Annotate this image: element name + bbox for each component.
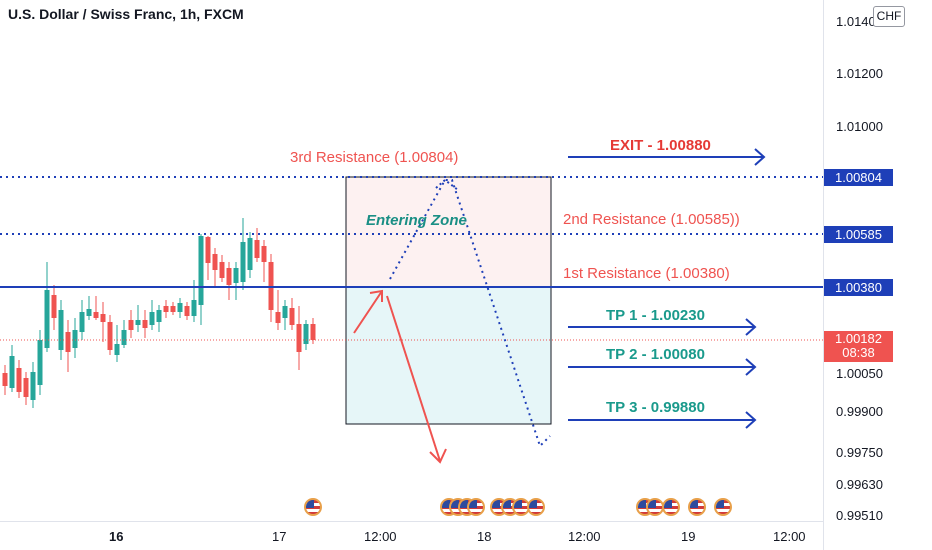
red-arrow-down [386,295,441,462]
candle-body [107,322,113,350]
time-tick: 12:00 [568,529,601,544]
candle-body [212,254,218,270]
candle-body [219,262,225,278]
price-tick: 1.01400 [836,14,883,29]
candle-body [100,314,106,322]
second-resistance-label: 2nd Resistance (1.00585)) [563,211,740,228]
candle-body [275,312,281,323]
time-tick: 12:00 [773,529,806,544]
projected-path [389,179,551,448]
time-axis-line [0,521,823,522]
current-price: 1.00182 [835,331,882,346]
red-arrow-up-head [369,289,383,302]
price-tick: 0.99510 [836,508,883,523]
candle-body [254,240,260,258]
candle-body [93,312,99,318]
candle-body [30,372,36,400]
candle-body [233,268,239,283]
tp1-label: TP 1 - 1.00230 [606,307,705,324]
us-flag-icon[interactable] [688,498,706,516]
tp2-label: TP 2 - 1.00080 [606,346,705,363]
price-tick: 0.99750 [836,445,883,460]
price-label-1st-resistance: 1.00380 [824,279,893,296]
candle-body [177,303,183,312]
time-tick: 12:00 [364,529,397,544]
candle-body [86,309,92,316]
exit-arrow [568,148,766,166]
third-resistance-label: 3rd Resistance (1.00804) [290,149,459,166]
chart-title: U.S. Dollar / Swiss Franc, 1h, FXCM [8,6,244,22]
candle-body [240,242,246,282]
entering-zone-label: Entering Zone [366,212,467,229]
time-tick: 16 [109,529,124,544]
red-arrow-down-head [429,448,447,464]
tp2-arrow [568,358,757,376]
first-resistance-label: 1st Resistance (1.00380) [563,265,730,282]
time-tick: 19 [681,529,696,544]
candle-body [261,246,267,262]
price-tick: 0.99630 [836,477,883,492]
candle-body [142,320,148,328]
price-tick: 1.01200 [836,66,883,81]
candle-body [289,308,295,325]
candle-body [135,320,141,325]
candle-body [198,236,204,305]
candle-body [282,306,288,318]
candle-body [114,344,120,355]
bar-countdown: 08:38 [842,345,875,360]
tp3-arrow [568,411,757,429]
us-flag-icon[interactable] [467,498,485,516]
candle-body [51,295,57,318]
candle-body [58,310,64,350]
candle-body [121,330,127,345]
candle-body [163,306,169,312]
lower-zone [345,286,552,425]
candle-body [128,320,134,330]
exit-label: EXIT - 1.00880 [610,137,711,154]
candle-body [184,306,190,316]
candle-body [2,373,8,386]
candle-body [149,312,155,325]
candle-body [65,332,71,352]
upper-zone [345,176,552,288]
price-tick: 1.00050 [836,366,883,381]
candle-body [79,312,85,332]
price-chart[interactable] [0,0,823,521]
candles [2,218,316,408]
candle-body [170,306,176,312]
current-price-label: 1.00182 08:38 [824,331,893,362]
time-tick: 18 [477,529,492,544]
price-tick: 1.01000 [836,119,883,134]
us-flag-icon[interactable] [304,498,322,516]
candle-body [9,356,15,388]
tp1-arrow [568,318,757,336]
us-flag-icon[interactable] [714,498,732,516]
candle-body [72,330,78,348]
price-label-2nd-resistance: 1.00585 [824,226,893,243]
candle-body [296,324,302,352]
candle-body [226,268,232,285]
candle-body [156,310,162,322]
price-tick: 0.99900 [836,404,883,419]
us-flag-icon[interactable] [527,498,545,516]
time-tick: 17 [272,529,287,544]
price-label-3rd-resistance: 1.00804 [824,169,893,186]
currency-button[interactable]: CHF [873,6,905,27]
us-flag-icon[interactable] [662,498,680,516]
price-axis[interactable] [823,0,932,550]
red-arrow-up [353,290,383,334]
candle-body [16,368,22,392]
tp3-label: TP 3 - 0.99880 [606,399,705,416]
candle-body [310,324,316,340]
candle-body [23,378,29,397]
candle-body [37,340,43,385]
candle-body [44,290,50,348]
candle-body [247,238,253,270]
candle-body [303,324,309,344]
candle-body [205,237,211,263]
candle-body [191,300,197,316]
